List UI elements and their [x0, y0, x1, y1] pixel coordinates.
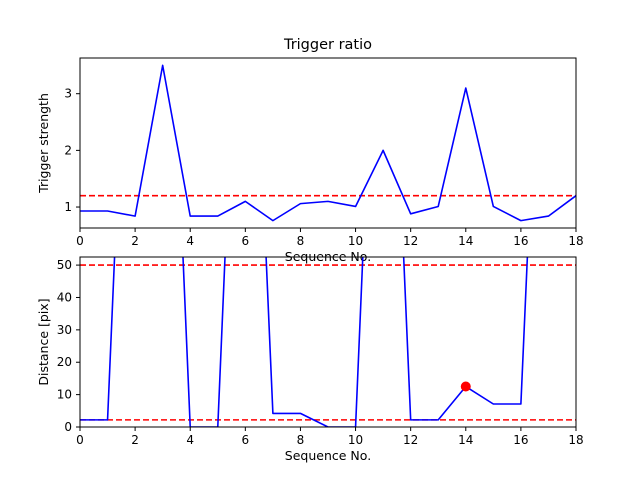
axes-frame — [79, 256, 577, 428]
y-tick-label: 30 — [57, 323, 72, 337]
x-axis-label: Sequence No. — [285, 448, 371, 463]
chart-title: Trigger ratio — [283, 37, 372, 53]
y-tick-label: 50 — [57, 258, 72, 272]
x-tick-label: 4 — [186, 433, 194, 447]
y-tick-label: 40 — [57, 290, 72, 304]
y-tick-label: 20 — [57, 355, 72, 369]
x-tick-label: 8 — [297, 234, 305, 248]
x-tick-label: 8 — [297, 433, 305, 447]
y-tick-label: 0 — [64, 420, 72, 434]
x-tick-label: 16 — [513, 234, 528, 248]
axes-frame — [79, 57, 577, 229]
y-tick-label: 2 — [64, 143, 72, 157]
x-tick-label: 0 — [76, 234, 84, 248]
x-tick-label: 14 — [458, 234, 473, 248]
x-tick-label: 6 — [242, 234, 250, 248]
y-tick-label: 1 — [64, 200, 72, 214]
x-tick-label: 2 — [131, 234, 139, 248]
x-tick-label: 16 — [513, 433, 528, 447]
x-tick-label: 4 — [186, 234, 194, 248]
x-tick-label: 10 — [348, 234, 363, 248]
x-tick-label: 10 — [348, 433, 363, 447]
y-tick-label: 3 — [64, 87, 72, 101]
chart-2: 0 2 4 6 8 10 12 14 16 18 0 10 20 30 40 50 Sequence No. Di… — [36, 256, 584, 463]
x-tick-label: 6 — [242, 433, 250, 447]
y-axis-label: Trigger strength — [36, 93, 51, 194]
x-tick-label: 14 — [458, 433, 473, 447]
x-tick-label: 18 — [568, 433, 583, 447]
y-tick-label: 10 — [57, 388, 72, 402]
x-tick-label: 2 — [131, 433, 139, 447]
series-line — [80, 64, 576, 222]
x-tick-label: 12 — [403, 234, 418, 248]
y-axis-label: Distance [pix] — [36, 298, 51, 385]
x-tick-label: 0 — [76, 433, 84, 447]
x-tick-label: 18 — [568, 234, 583, 248]
highlight-marker — [460, 381, 471, 392]
x-tick-label: 12 — [403, 433, 418, 447]
series-line — [80, 257, 529, 427]
